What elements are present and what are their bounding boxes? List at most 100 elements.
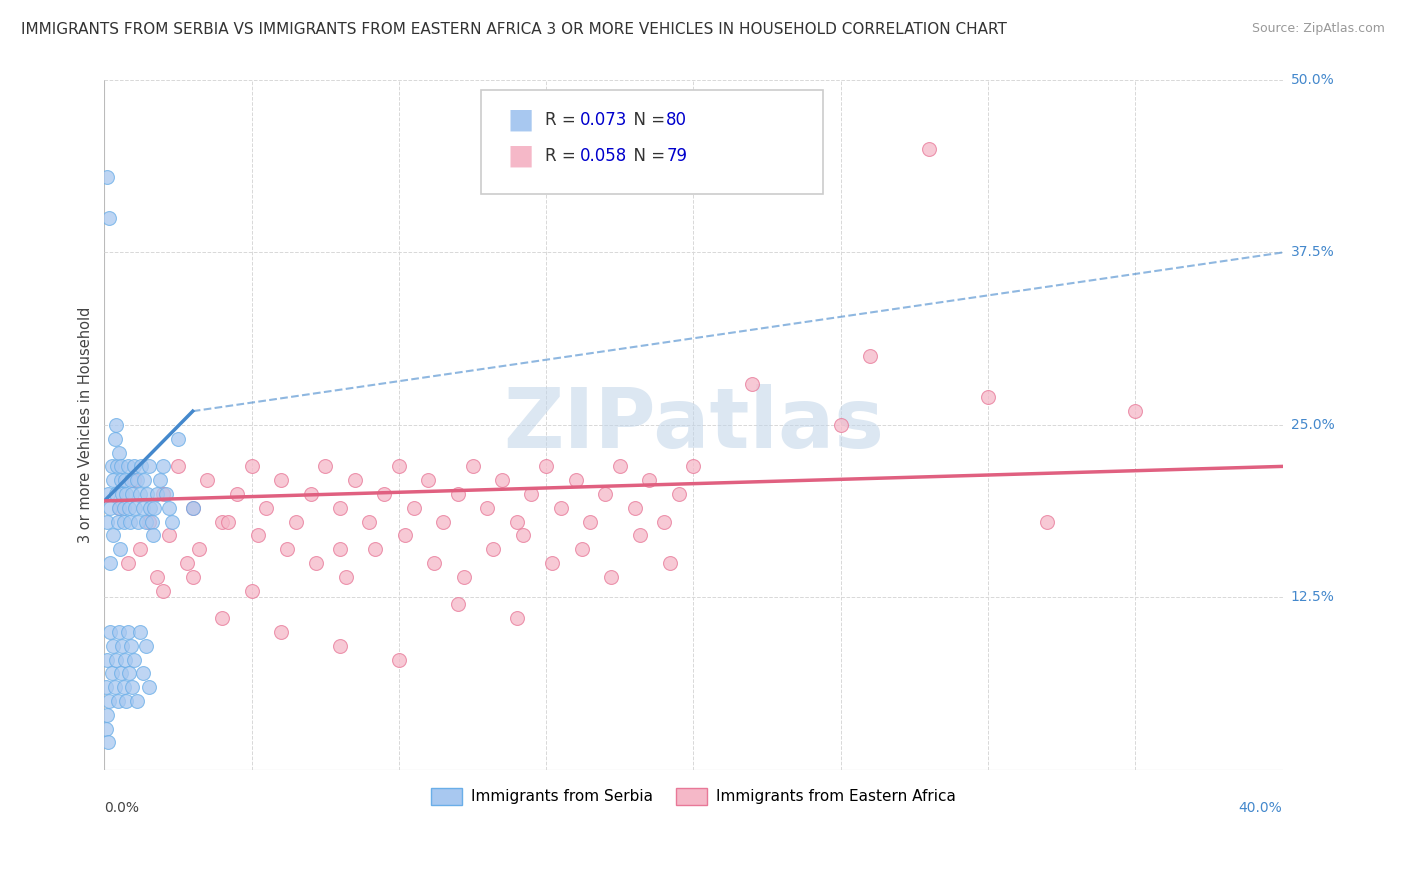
Point [579, 515, 602, 529]
Point [98, 625, 121, 640]
Text: 80: 80 [666, 111, 688, 129]
Point [388, 459, 411, 474]
Point [120, 473, 142, 487]
Point [122, 473, 145, 487]
Point [482, 542, 505, 557]
Text: 50.0%: 50.0% [1291, 73, 1334, 87]
Text: N =: N = [623, 111, 671, 129]
Point [108, 500, 131, 515]
Point [128, 625, 150, 640]
Point [146, 570, 169, 584]
Point [138, 680, 160, 694]
Point [211, 611, 233, 625]
Point [859, 349, 882, 363]
Point [600, 570, 623, 584]
Point [167, 432, 190, 446]
Point [128, 487, 150, 501]
Point [101, 528, 124, 542]
Point [141, 515, 163, 529]
Point [373, 487, 395, 501]
Point [447, 487, 470, 501]
Point [117, 556, 139, 570]
Point [122, 459, 145, 474]
Point [110, 666, 132, 681]
Text: IMMIGRANTS FROM SERBIA VS IMMIGRANTS FROM EASTERN AFRICA 3 OR MORE VEHICLES IN H: IMMIGRANTS FROM SERBIA VS IMMIGRANTS FRO… [21, 22, 1007, 37]
Point [115, 694, 138, 708]
Point [314, 459, 336, 474]
Point [98, 500, 121, 515]
Point [138, 515, 160, 529]
Point [104, 417, 127, 432]
Text: ■: ■ [508, 142, 533, 169]
Point [120, 639, 142, 653]
Point [97, 735, 120, 749]
Point [112, 680, 135, 694]
Point [135, 515, 157, 529]
Point [138, 459, 160, 474]
Point [447, 598, 470, 612]
Text: 25.0%: 25.0% [1291, 418, 1334, 432]
Point [461, 459, 484, 474]
Point [152, 583, 174, 598]
Point [111, 487, 134, 501]
Point [97, 487, 120, 501]
Point [534, 459, 557, 474]
Point [491, 473, 513, 487]
Point [506, 515, 529, 529]
Point [114, 652, 136, 666]
Point [284, 515, 307, 529]
Point [96, 515, 118, 529]
Point [1036, 515, 1059, 529]
Point [125, 694, 148, 708]
Point [142, 528, 165, 542]
Text: 0.073: 0.073 [581, 111, 627, 129]
Point [394, 528, 416, 542]
Point [111, 639, 134, 653]
Point [658, 556, 681, 570]
Point [571, 542, 593, 557]
Point [423, 556, 446, 570]
Point [388, 652, 411, 666]
Point [152, 459, 174, 474]
Point [520, 487, 543, 501]
Y-axis label: 3 or more Vehicles in Household: 3 or more Vehicles in Household [79, 307, 93, 543]
Point [564, 473, 586, 487]
Point [118, 500, 141, 515]
Point [217, 515, 239, 529]
Text: 0.058: 0.058 [581, 147, 627, 165]
Point [609, 459, 631, 474]
Point [152, 487, 174, 501]
Point [105, 652, 128, 666]
Point [1123, 404, 1146, 418]
Point [682, 459, 704, 474]
Point [157, 528, 180, 542]
Legend: Immigrants from Serbia, Immigrants from Eastern Africa: Immigrants from Serbia, Immigrants from … [425, 781, 962, 811]
Point [121, 680, 143, 694]
Point [136, 487, 159, 501]
Text: 0.0%: 0.0% [104, 800, 139, 814]
Point [305, 556, 328, 570]
Point [270, 473, 292, 487]
Point [506, 611, 529, 625]
Point [105, 487, 128, 501]
Point [149, 473, 172, 487]
Point [121, 487, 143, 501]
Point [117, 625, 139, 640]
FancyBboxPatch shape [481, 90, 823, 194]
Point [96, 169, 118, 184]
Point [830, 417, 852, 432]
Point [652, 515, 675, 529]
Text: ■: ■ [508, 106, 533, 134]
Point [211, 515, 233, 529]
Point [135, 639, 157, 653]
Point [226, 487, 249, 501]
Point [120, 515, 142, 529]
Point [104, 680, 127, 694]
Point [240, 583, 263, 598]
Point [107, 515, 129, 529]
Point [100, 459, 122, 474]
Point [741, 376, 763, 391]
Point [97, 694, 120, 708]
Point [541, 556, 564, 570]
Point [299, 487, 322, 501]
